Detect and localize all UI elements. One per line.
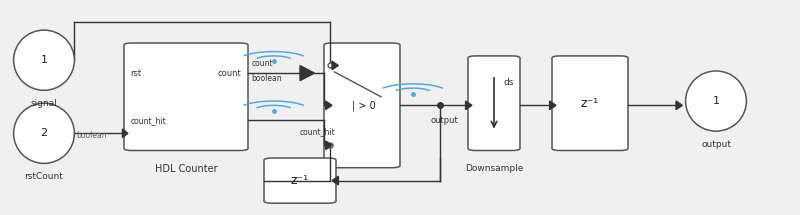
FancyBboxPatch shape (324, 43, 400, 168)
Text: output: output (430, 116, 458, 125)
Text: boolean: boolean (76, 131, 106, 140)
Polygon shape (326, 141, 332, 150)
Polygon shape (550, 101, 556, 110)
Text: Downsample: Downsample (465, 164, 523, 174)
Text: count_hit: count_hit (130, 116, 166, 125)
Text: rst: rst (130, 69, 142, 78)
FancyBboxPatch shape (552, 56, 628, 150)
Polygon shape (332, 61, 338, 70)
Text: ds: ds (503, 78, 514, 87)
Ellipse shape (686, 71, 746, 131)
Text: rstCount: rstCount (25, 172, 63, 181)
FancyBboxPatch shape (468, 56, 520, 150)
Text: boolean: boolean (251, 74, 282, 83)
Text: count: count (251, 59, 273, 68)
Polygon shape (300, 66, 314, 81)
Text: 1: 1 (41, 55, 47, 65)
Ellipse shape (14, 103, 74, 163)
Text: HDL Counter: HDL Counter (154, 164, 218, 175)
Text: output: output (701, 140, 731, 149)
Polygon shape (326, 101, 332, 110)
Text: 1: 1 (713, 96, 719, 106)
Text: signal: signal (30, 99, 58, 108)
FancyBboxPatch shape (124, 43, 248, 150)
Polygon shape (332, 176, 338, 185)
Text: z⁻¹: z⁻¹ (581, 97, 599, 110)
Polygon shape (676, 101, 682, 110)
Text: 2: 2 (41, 128, 47, 138)
Polygon shape (466, 101, 472, 110)
Text: z⁻¹: z⁻¹ (291, 174, 309, 187)
Polygon shape (122, 129, 128, 138)
Text: count: count (218, 69, 242, 78)
Ellipse shape (14, 30, 74, 90)
Text: | > 0: | > 0 (352, 100, 375, 111)
FancyBboxPatch shape (264, 158, 336, 203)
Text: count_hit: count_hit (300, 127, 336, 136)
